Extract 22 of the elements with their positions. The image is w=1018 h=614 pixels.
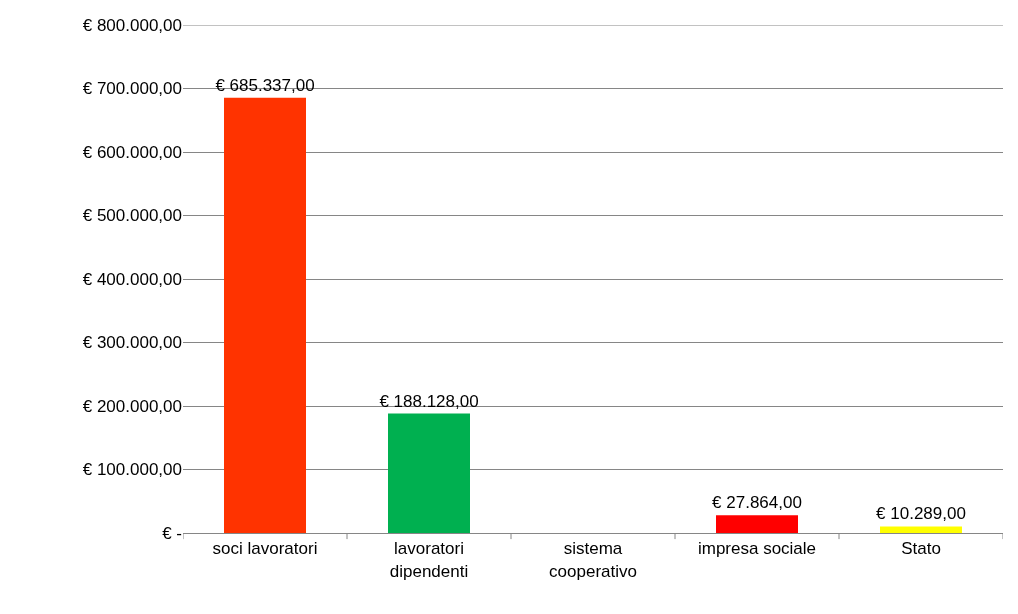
bar xyxy=(716,515,798,533)
y-tick-label: € 400.000,00 xyxy=(82,269,182,289)
x-tick-label: Stato xyxy=(901,539,941,559)
x-tick-label: lavoratori dipendenti xyxy=(389,539,469,581)
x-tick-label: sistema cooperativo xyxy=(549,539,637,581)
y-tick-label: € 200.000,00 xyxy=(82,396,182,416)
bar xyxy=(224,97,306,533)
y-tick-label: € 700.000,00 xyxy=(82,79,182,99)
bar xyxy=(388,413,470,533)
data-label: € 27.864,00 xyxy=(712,493,802,513)
data-label: € 188.128,00 xyxy=(379,391,479,411)
data-label: € 685.337,00 xyxy=(215,75,315,95)
x-tick-label: impresa sociale xyxy=(697,539,817,559)
data-label: € 10.289,00 xyxy=(876,504,966,524)
y-tick-label: € 600.000,00 xyxy=(82,142,182,162)
y-tick-label: € 800.000,00 xyxy=(82,15,182,35)
y-tick-label: € 500.000,00 xyxy=(82,206,182,226)
y-tick-label: € - xyxy=(162,523,182,543)
y-tick-label: € 100.000,00 xyxy=(82,460,182,480)
bar xyxy=(880,526,962,533)
x-tick-label: soci lavoratori xyxy=(212,539,318,559)
y-tick-label: € 300.000,00 xyxy=(82,333,182,353)
